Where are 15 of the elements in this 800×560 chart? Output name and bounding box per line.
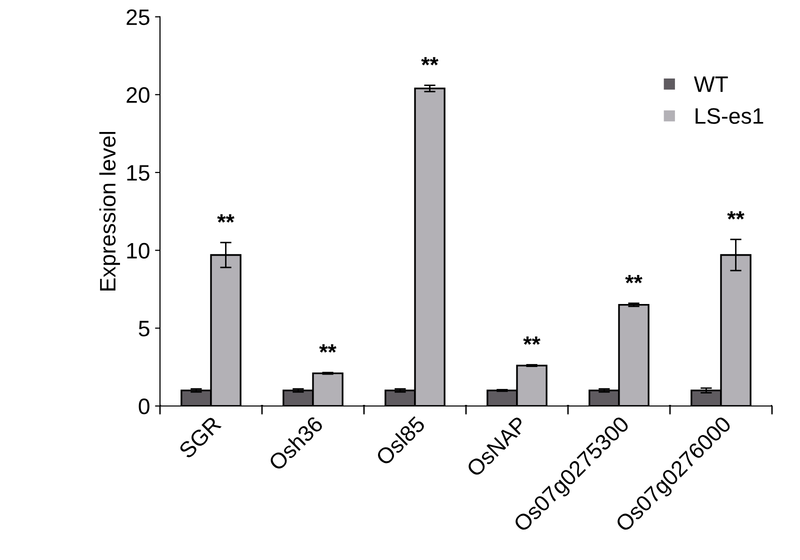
y-tick-label: 10 xyxy=(127,242,150,259)
annotation: ** xyxy=(727,211,744,220)
y-tick-label: 0 xyxy=(138,398,150,414)
y-tick-label: 20 xyxy=(126,87,150,103)
y-tick-label: 15 xyxy=(127,165,150,181)
annotation: ** xyxy=(319,344,336,353)
legend-label: LS-es1 xyxy=(696,108,764,124)
y-axis-title: Expression level xyxy=(99,132,120,290)
legend-label: WT xyxy=(694,76,728,92)
annotation: ** xyxy=(421,57,438,66)
y-tick-label: 25 xyxy=(126,9,150,26)
annotation: ** xyxy=(625,275,642,284)
annotation: ** xyxy=(523,336,540,345)
y-tick-label: 5 xyxy=(138,320,150,336)
annotation: ** xyxy=(217,214,234,223)
